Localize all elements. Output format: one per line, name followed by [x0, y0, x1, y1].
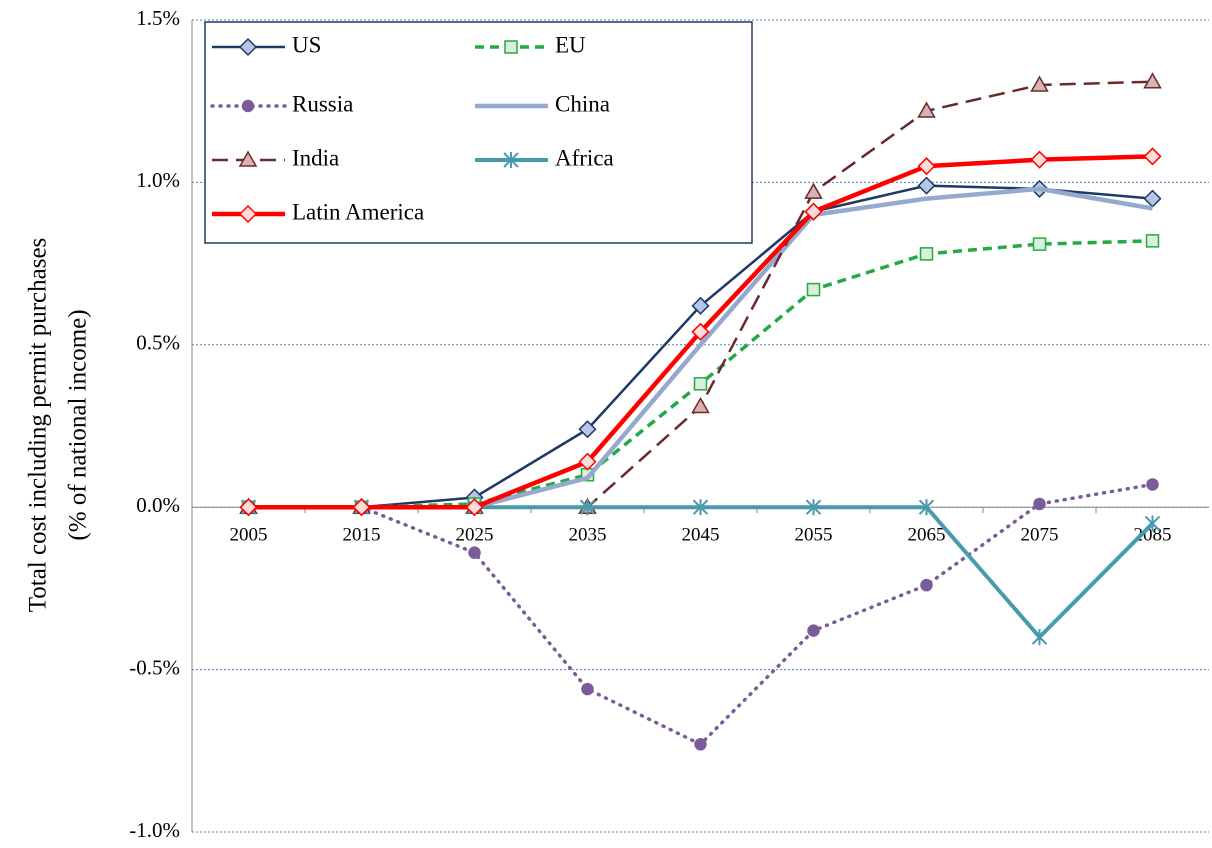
marker	[1143, 72, 1162, 89]
marker	[504, 40, 518, 54]
marker	[238, 37, 258, 57]
marker	[806, 282, 821, 297]
x-tick-label: 2025	[456, 525, 494, 546]
marker	[1030, 150, 1049, 169]
marker	[468, 546, 481, 559]
marker	[1031, 629, 1048, 646]
marker	[1032, 237, 1047, 251]
legend-label: Russia	[292, 91, 353, 116]
x-tick-label: 2065	[908, 525, 946, 546]
x-tick-label: 2085	[1134, 525, 1172, 546]
y-tick-label: 1.0%	[136, 168, 180, 192]
x-tick-label: 2075	[1021, 525, 1059, 546]
marker	[919, 247, 934, 261]
y-tick-label: 0.5%	[136, 331, 180, 355]
marker	[579, 499, 596, 516]
marker	[692, 499, 709, 516]
y-tick-label: -1.0%	[129, 818, 180, 842]
marker	[917, 157, 936, 176]
marker	[1146, 478, 1159, 491]
marker	[239, 498, 258, 517]
marker	[693, 377, 708, 391]
marker	[917, 101, 936, 118]
marker	[691, 322, 710, 341]
marker	[1143, 189, 1162, 208]
marker	[804, 202, 823, 221]
marker	[918, 499, 935, 516]
marker	[578, 452, 597, 471]
y-tick-label: 0.0%	[136, 493, 180, 517]
marker	[694, 738, 707, 751]
marker	[241, 99, 255, 113]
marker	[920, 578, 933, 592]
marker	[805, 499, 822, 516]
marker	[691, 397, 710, 414]
marker	[1144, 515, 1161, 532]
marker	[238, 204, 258, 224]
y-tick-label: 1.5%	[136, 6, 180, 30]
y-axis-label: Total cost including permit purchases	[25, 238, 52, 613]
marker	[917, 176, 936, 195]
marker	[503, 152, 519, 168]
marker	[804, 182, 823, 199]
legend-label: India	[292, 145, 339, 170]
marker	[352, 498, 371, 517]
legend-label: EU	[555, 32, 586, 57]
x-tick-label: 2005	[230, 525, 268, 546]
marker	[1033, 497, 1046, 511]
x-tick-label: 2045	[682, 525, 720, 546]
marker	[1143, 147, 1162, 166]
x-tick-label: 2015	[343, 525, 381, 546]
x-tick-label: 2035	[569, 525, 607, 546]
marker	[691, 296, 710, 315]
y-axis-label: (% of national income)	[65, 309, 92, 540]
marker	[465, 498, 484, 517]
legend-label: China	[555, 91, 610, 116]
x-tick-label: 2055	[795, 525, 833, 546]
marker	[581, 682, 594, 696]
marker	[578, 420, 597, 439]
legend-box	[204, 21, 753, 244]
marker	[1030, 75, 1049, 92]
legend-label: Africa	[555, 145, 614, 170]
legend-label: Latin America	[292, 199, 424, 224]
y-tick-label: -0.5%	[129, 655, 180, 679]
series-line	[246, 482, 1155, 747]
marker	[1145, 234, 1160, 248]
marker	[238, 150, 258, 167]
legend-label: US	[292, 32, 321, 57]
series-line	[248, 239, 1153, 509]
marker	[807, 624, 820, 637]
